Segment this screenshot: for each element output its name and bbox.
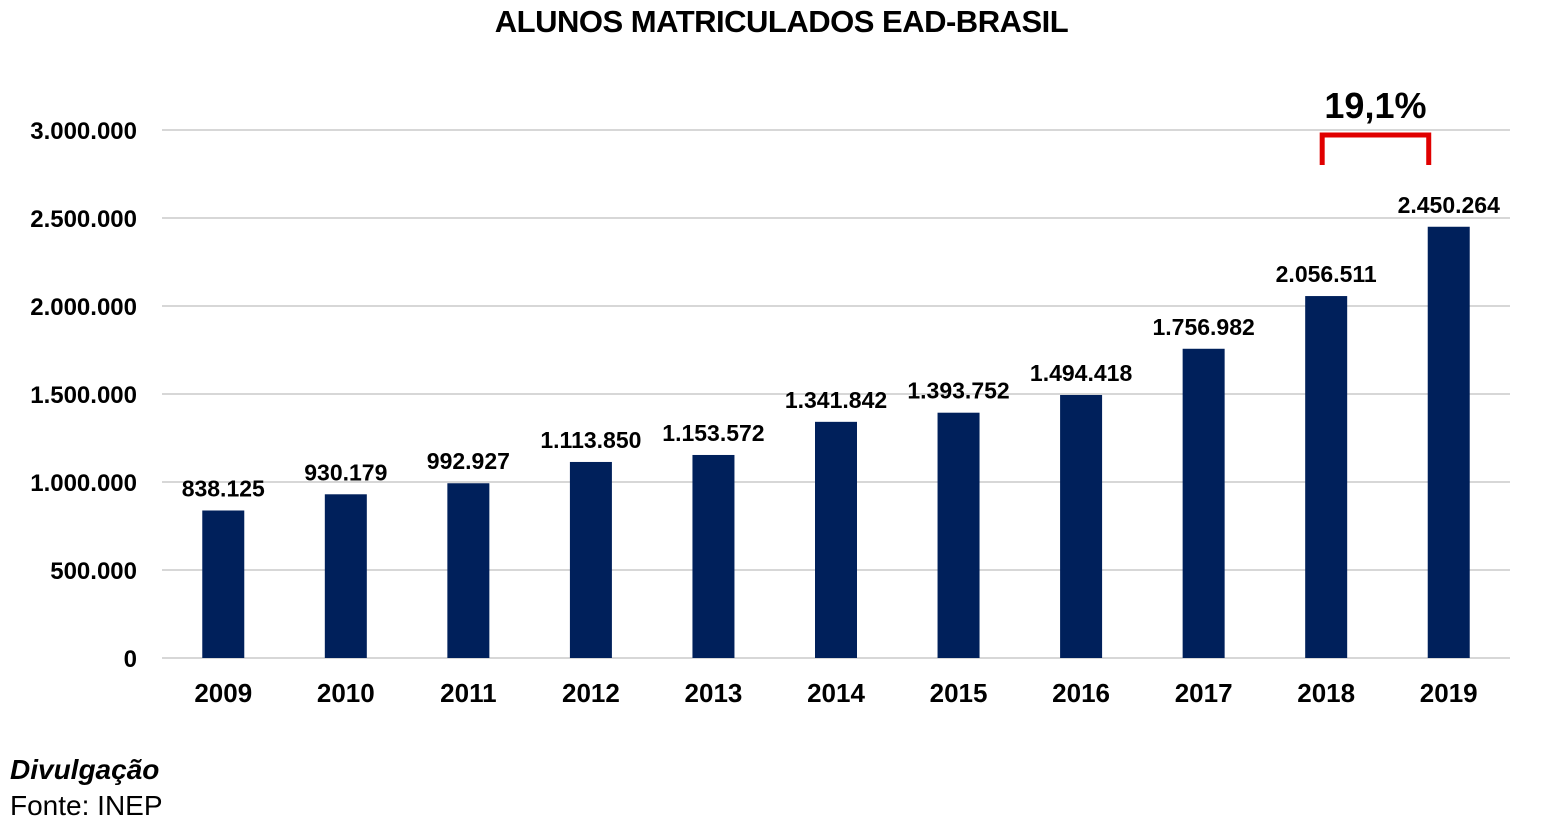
- y-tick-label: 1.000.000: [30, 470, 137, 497]
- x-tick-label: 2017: [1175, 678, 1233, 708]
- bar-value-label: 930.179: [304, 459, 387, 485]
- bar-2016: [1060, 394, 1103, 658]
- bar-2015: [937, 412, 980, 658]
- bar-value-label: 2.056.511: [1276, 261, 1377, 287]
- y-tick-label: 1.500.000: [30, 382, 137, 409]
- x-tick-label: 2019: [1420, 678, 1478, 708]
- growth-percentage-label: 19,1%: [1324, 85, 1426, 126]
- y-tick-label: 2.500.000: [30, 206, 137, 233]
- bar-2018: [1305, 296, 1348, 658]
- bar-2014: [815, 421, 857, 658]
- x-tick-label: 2009: [194, 678, 252, 708]
- x-tick-label: 2011: [440, 678, 496, 708]
- bar-value-label: 1.113.850: [540, 427, 641, 453]
- footer: Divulgação Fonte: INEP: [10, 752, 163, 824]
- bar-value-label: 1.494.418: [1030, 360, 1133, 386]
- growth-annotation: 19,1%: [1319, 85, 1432, 165]
- bar-2009: [202, 510, 245, 658]
- bar-2010: [324, 494, 367, 658]
- x-tick-label: 2016: [1052, 678, 1110, 708]
- footer-source: Fonte: INEP: [10, 790, 163, 821]
- bar-value-label: 992.927: [427, 448, 510, 474]
- bar-2017: [1182, 348, 1225, 658]
- x-tick-label: 2012: [562, 678, 620, 708]
- bars: [202, 226, 1470, 658]
- bar-value-label: 838.125: [182, 475, 265, 501]
- bar-value-label: 1.393.752: [907, 378, 1009, 404]
- x-tick-label: 2014: [807, 678, 865, 708]
- chart-title: ALUNOS MATRICULADOS EAD-BRASIL: [494, 4, 1069, 39]
- x-tick-label: 2010: [317, 678, 375, 708]
- y-axis-tick-labels: 0 500.000 1.000.000 1.500.000 2.000.000 2.500…: [30, 118, 137, 673]
- y-tick-label: 2.000.000: [30, 294, 137, 321]
- footer-label: Divulgação: [10, 754, 160, 785]
- x-tick-label: 2015: [930, 678, 988, 708]
- bar-2011: [447, 483, 490, 658]
- bar-chart: 0 500.000 1.000.000 1.500.000 2.000.000 2.500…: [30, 85, 1510, 708]
- bar-value-label: 2.450.264: [1398, 192, 1501, 218]
- y-tick-label: 3.000.000: [30, 118, 137, 145]
- bar-value-labels: 838.125 930.179 992.927 1.113.850 1.153.572 1…: [182, 192, 1500, 502]
- bar-2012: [569, 461, 612, 658]
- bar-value-label: 1.153.572: [662, 420, 764, 446]
- growth-bracket: [1319, 132, 1432, 165]
- y-tick-label: 0: [124, 646, 137, 673]
- y-tick-label: 500.000: [50, 558, 137, 585]
- bar-value-label: 1.341.842: [785, 387, 887, 413]
- bar-2013: [692, 454, 735, 658]
- x-axis-tick-labels: 2009 2010 2011 2012 2013 2014 2015 2016 2017 2018…: [194, 678, 1477, 708]
- bar-2019: [1427, 226, 1470, 658]
- x-tick-label: 2018: [1297, 678, 1355, 708]
- bar-value-label: 1.756.982: [1152, 314, 1254, 340]
- x-tick-label: 2013: [685, 678, 743, 708]
